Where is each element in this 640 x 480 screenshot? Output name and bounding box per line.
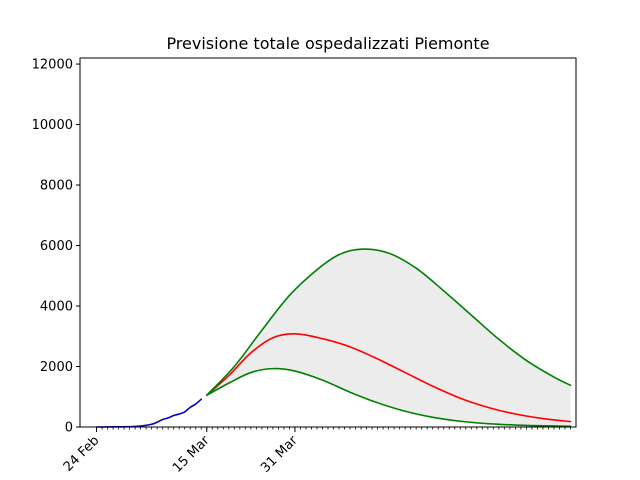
series-line-observed <box>95 398 203 428</box>
x-tick-label: 31 Mar <box>258 433 301 476</box>
y-tick-label: 8000 <box>40 179 73 194</box>
y-tick-label: 10000 <box>32 118 73 133</box>
series-line-forecast-upper <box>205 248 572 397</box>
y-tick-label: 0 <box>65 421 73 436</box>
y-tick-label: 6000 <box>40 239 73 254</box>
y-tick-label: 4000 <box>40 300 73 315</box>
chart-title: Previsione totale ospedalizzati Piemonte <box>166 34 489 53</box>
band-area <box>206 249 571 427</box>
confidence-band <box>206 249 571 427</box>
series-lines <box>95 248 572 428</box>
y-axis: 0 2000 4000 6000 8000 10000 12000 <box>32 58 80 436</box>
x-tick-label: 24 Feb <box>61 433 103 475</box>
series-line-forecast-lower <box>205 367 572 428</box>
series-line-forecast-central <box>205 333 572 423</box>
x-tick-label: 15 Mar <box>170 433 213 476</box>
y-tick-label: 12000 <box>32 58 73 73</box>
y-tick-label: 2000 <box>40 360 73 375</box>
x-axis: 24 Feb 15 Mar 31 Mar <box>61 427 571 476</box>
